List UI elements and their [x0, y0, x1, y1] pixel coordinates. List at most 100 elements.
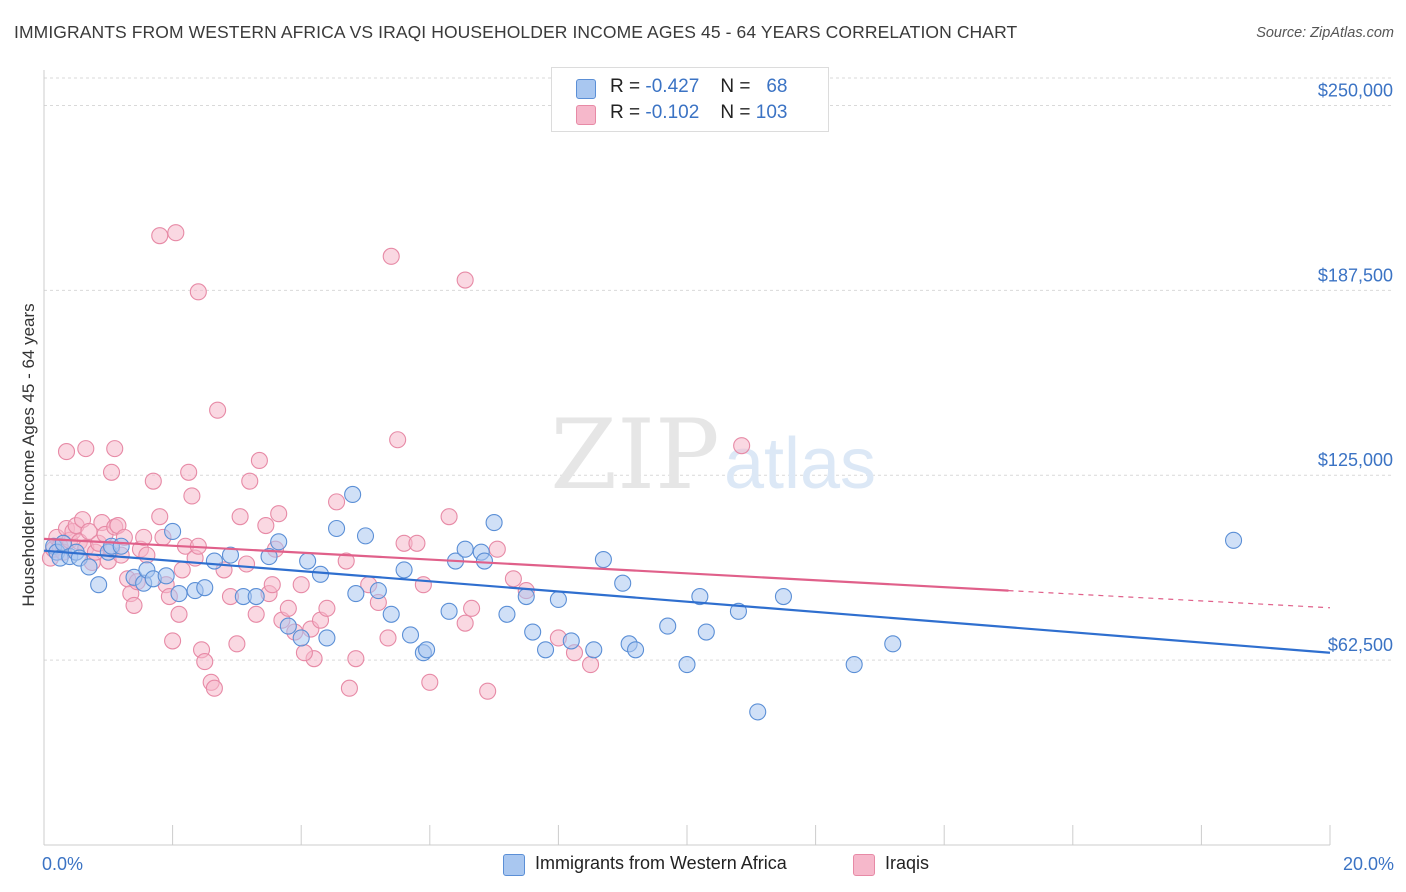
data-point [270, 533, 288, 551]
legend-label: Iraqis [885, 853, 930, 873]
trend-lines [43, 537, 1331, 654]
data-point [164, 522, 182, 541]
data-point [237, 555, 256, 573]
data-point [292, 629, 310, 647]
data-point [659, 617, 677, 635]
data-point [344, 485, 362, 504]
watermark: ZIP atlas [550, 399, 876, 511]
data-point [697, 623, 715, 641]
data-point [562, 632, 580, 650]
data-point [247, 587, 265, 606]
x-tick-label-end: 20.0% [1343, 854, 1394, 874]
series-western-africa-points [45, 485, 1243, 721]
data-point [247, 605, 265, 623]
data-point [292, 576, 310, 594]
data-point [151, 508, 169, 526]
data-point [106, 440, 124, 458]
data-point [270, 505, 288, 523]
legend-n-label: N = [720, 76, 751, 97]
data-point [77, 440, 95, 458]
data-point [138, 546, 156, 564]
data-point [517, 587, 535, 606]
legend-n-label: N = [720, 102, 751, 123]
data-point [845, 656, 863, 674]
trend-line-western-africa [43, 549, 1331, 654]
data-point [418, 641, 436, 659]
data-point [774, 587, 793, 606]
legend-text: R = -0.427 N = 68 [610, 76, 787, 98]
data-point [257, 516, 275, 535]
y-tick-label: $125,000 [1318, 450, 1393, 470]
data-point [221, 546, 240, 564]
data-point [125, 596, 143, 614]
data-point [678, 656, 696, 674]
x-tick-label-start: 0.0% [42, 854, 83, 874]
data-point [594, 551, 612, 569]
legend-r-value: -0.427 [645, 76, 700, 97]
legend-label: Immigrants from Western Africa [535, 853, 787, 873]
legend-swatch-pink [576, 105, 596, 125]
y-tick-label: $62,500 [1328, 635, 1393, 655]
data-point [414, 576, 432, 594]
source-label: Source: ZipAtlas.com [1256, 25, 1394, 41]
data-point [456, 614, 474, 632]
legend-r-label: R = [610, 76, 641, 97]
data-point [456, 271, 474, 289]
legend-swatch-blue [576, 79, 596, 99]
data-point [90, 576, 108, 594]
data-point [279, 599, 297, 617]
data-point [504, 570, 522, 588]
data-point [498, 605, 516, 623]
data-point [340, 679, 358, 697]
y-tick-labels: $62,500 $125,000 $187,500 $250,000 [1318, 80, 1393, 655]
data-point [749, 703, 767, 721]
correlation-legend: R = -0.427 N = 68 R = -0.102 N = 103 [551, 67, 829, 132]
data-point [395, 561, 413, 579]
y-tick-label: $187,500 [1318, 265, 1393, 285]
data-point [250, 451, 268, 470]
data-point [279, 617, 297, 635]
data-point [167, 224, 185, 242]
data-point [135, 528, 153, 546]
legend-swatch-blue [503, 854, 525, 876]
data-point [57, 443, 76, 461]
data-point [205, 679, 223, 697]
y-tick-label: $250,000 [1318, 80, 1393, 100]
data-point [549, 590, 567, 609]
data-point [263, 576, 281, 594]
data-point [209, 401, 227, 419]
data-point [260, 548, 278, 566]
data-point [189, 283, 207, 301]
data-point [356, 527, 375, 545]
data-point [102, 463, 121, 481]
data-point [328, 519, 346, 538]
data-point [151, 227, 169, 245]
data-point [733, 437, 751, 455]
data-point [382, 247, 400, 265]
data-point [347, 650, 365, 668]
data-point [524, 623, 542, 641]
data-point [80, 558, 98, 576]
data-point [80, 522, 98, 541]
data-point [475, 552, 494, 570]
gridlines [44, 77, 1394, 661]
data-point [401, 626, 420, 644]
data-point [180, 463, 198, 481]
data-point [485, 514, 503, 532]
data-point [581, 656, 600, 674]
chart-title: IMMIGRANTS FROM WESTERN AFRICA VS IRAQI … [14, 22, 1018, 42]
trend-line-iraqis-extension [1008, 590, 1331, 609]
data-point [328, 493, 346, 511]
data-point [157, 567, 175, 585]
data-point [440, 508, 458, 526]
data-point [295, 644, 313, 662]
data-point [164, 632, 182, 650]
data-point [228, 635, 246, 653]
data-point [231, 508, 249, 526]
data-point [196, 653, 214, 671]
data-point [170, 605, 188, 623]
data-point [369, 582, 387, 600]
legend-n-value: 103 [755, 102, 788, 123]
data-point [311, 565, 330, 583]
